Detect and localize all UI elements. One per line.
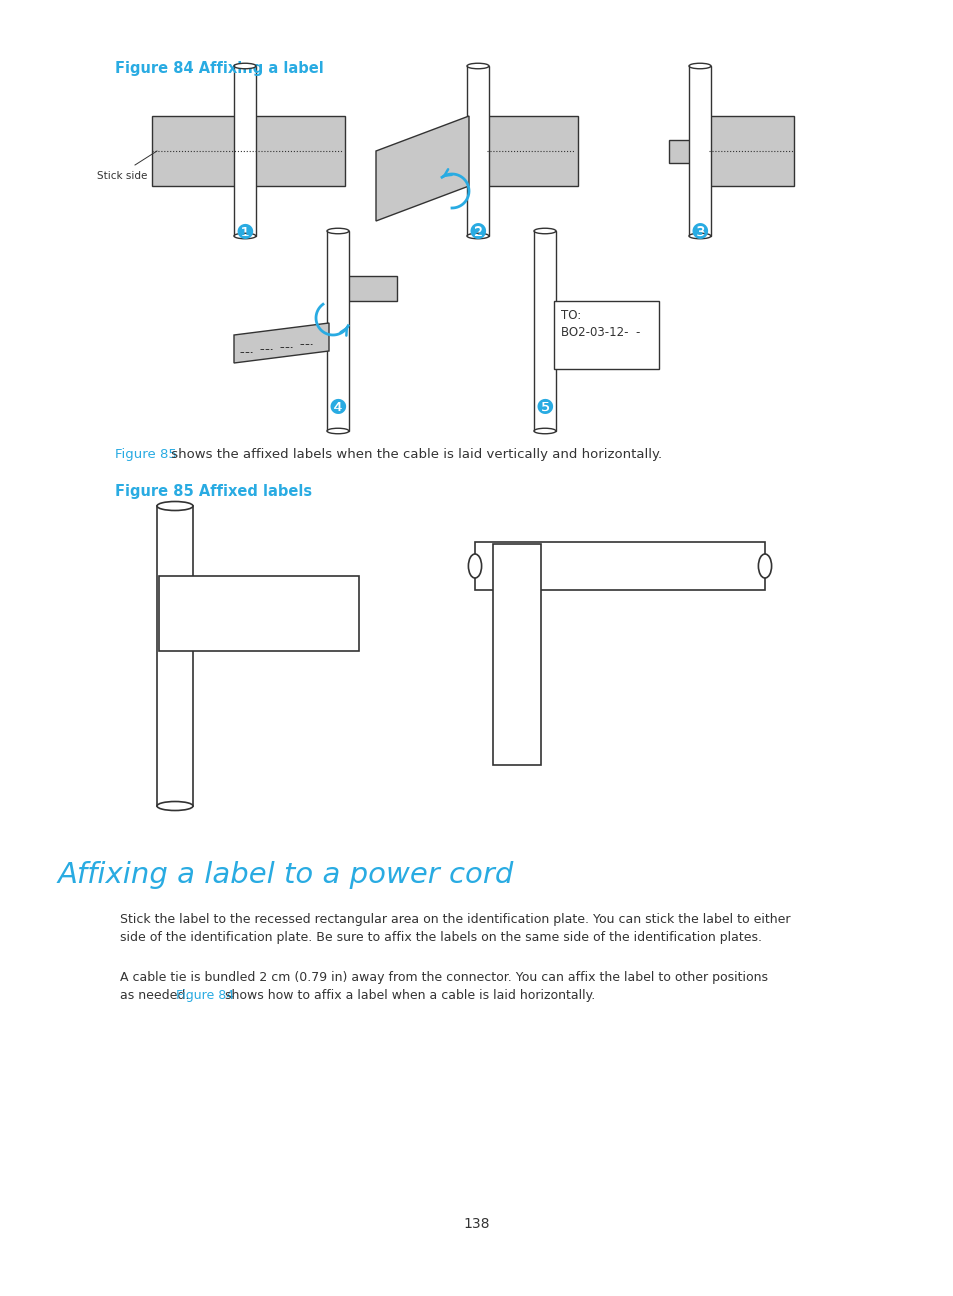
Polygon shape [375, 117, 469, 222]
Ellipse shape [468, 553, 481, 578]
Text: Figure 84 Affixing a label: Figure 84 Affixing a label [115, 61, 323, 76]
Text: ❶: ❶ [235, 223, 254, 244]
Text: ❹: ❹ [328, 398, 347, 419]
Text: ❸: ❸ [690, 223, 709, 244]
Polygon shape [233, 323, 329, 363]
Bar [554, 301, 659, 369]
Text: Figure 85: Figure 85 [115, 448, 176, 461]
Bar [688, 66, 710, 236]
Text: Stick side: Stick side [97, 171, 147, 181]
Bar [467, 66, 489, 236]
Bar [253, 117, 345, 187]
Ellipse shape [688, 233, 710, 238]
Ellipse shape [688, 64, 710, 69]
Text: 138: 138 [463, 1217, 490, 1231]
Bar [486, 117, 578, 187]
Ellipse shape [157, 502, 193, 511]
Bar [157, 505, 193, 806]
Text: as needed.: as needed. [120, 989, 193, 1002]
Ellipse shape [327, 228, 349, 233]
Text: shows how to affix a label when a cable is laid horizontally.: shows how to affix a label when a cable … [221, 989, 595, 1002]
Text: TO:
BO2– 03 – 12 – –: TO: BO2– 03 – 12 – – [512, 610, 534, 689]
Text: Affixing a label to a power cord: Affixing a label to a power cord [58, 861, 514, 889]
Ellipse shape [534, 428, 556, 434]
Text: Figure 84: Figure 84 [175, 989, 233, 1002]
Bar [493, 544, 540, 765]
Ellipse shape [467, 64, 489, 69]
Text: side of the identification plate. Be sure to affix the labels on the same side o: side of the identification plate. Be sur… [120, 931, 761, 943]
Ellipse shape [758, 553, 771, 578]
Bar [233, 66, 255, 236]
Bar [708, 117, 793, 187]
Ellipse shape [467, 233, 489, 238]
Ellipse shape [233, 64, 255, 69]
Text: TO:: TO: [169, 586, 192, 599]
Bar [347, 276, 396, 301]
Bar [475, 542, 764, 590]
Bar [668, 140, 690, 163]
Text: TO:: TO: [560, 308, 580, 321]
Bar [534, 231, 556, 432]
Text: A cable tie is bundled 2 cm (0.79 in) away from the connector. You can affix the: A cable tie is bundled 2 cm (0.79 in) aw… [120, 971, 767, 984]
Bar [159, 575, 358, 651]
Text: ❷: ❷ [468, 223, 487, 244]
Text: Figure 85 Affixed labels: Figure 85 Affixed labels [115, 483, 312, 499]
Text: shows the affixed labels when the cable is laid vertically and horizontally.: shows the affixed labels when the cable … [167, 448, 661, 461]
Ellipse shape [327, 428, 349, 434]
Ellipse shape [233, 233, 255, 238]
Text: BO2 – 03 – 12 – –: BO2 – 03 – 12 – – [169, 604, 265, 617]
Bar [152, 117, 235, 187]
Bar [327, 231, 349, 432]
Text: Stick the label to the recessed rectangular area on the identification plate. Yo: Stick the label to the recessed rectangu… [120, 912, 790, 927]
Ellipse shape [534, 228, 556, 233]
Ellipse shape [157, 801, 193, 810]
Text: ❺: ❺ [535, 398, 554, 419]
Text: BO2-03-12-  -: BO2-03-12- - [560, 327, 639, 340]
